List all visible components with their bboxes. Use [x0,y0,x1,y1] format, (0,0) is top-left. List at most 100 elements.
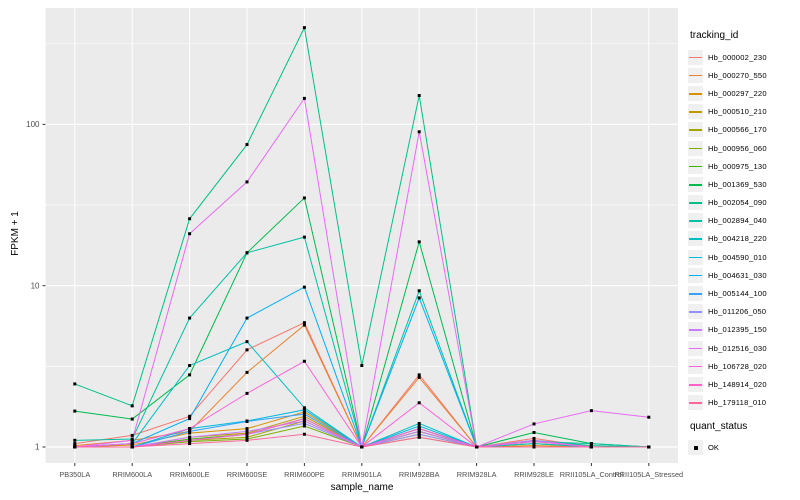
legend-line-swatch [689,129,702,131]
data-point [188,429,192,433]
x-tick-label: RRIM600PE [284,470,325,479]
data-point [188,217,192,221]
legend-line-swatch [689,329,702,331]
data-point [188,364,192,368]
x-tick-label: RRIM600LE [170,470,210,479]
legend-item-label: Hb_012395_150 [708,325,767,335]
legend-item-Hb_004631_030: Hb_004631_030 [688,266,800,284]
x-tick-label: RRII105LA_Stressed [615,470,684,479]
legend-key-box [688,267,703,283]
legend-item-label: Hb_148914_020 [708,379,767,389]
legend-line-swatch [689,183,702,186]
data-point [360,364,364,368]
data-point [417,240,421,244]
x-tick-label: RRII105LA_Control [560,470,624,479]
data-point [475,445,479,449]
legend-key-box [688,195,703,211]
legend-item-Hb_000510_210: Hb_000510_210 [688,103,800,121]
data-point [188,316,192,320]
legend-items: Hb_000002_230 Hb_000270_550 Hb_000297_220 H… [688,48,800,412]
legend-line-swatch [689,111,702,113]
data-point [302,96,306,100]
legend-key-box [688,49,703,65]
legend-line-swatch [689,402,702,404]
legend-item-Hb_004218_220: Hb_004218_220 [688,230,800,248]
legend-item-Hb_000297_220: Hb_000297_220 [688,84,800,102]
legend-key-box [688,322,703,338]
data-point [245,438,249,442]
data-point [130,442,134,446]
data-point [188,414,192,418]
data-point [245,427,249,431]
legend-line-swatch [689,165,702,168]
legend-item-label: Hb_179118_010 [708,398,767,408]
legend-item-Hb_001369_530: Hb_001369_530 [688,175,800,193]
data-point [245,391,249,395]
legend-item-Hb_011206_050: Hb_011206_050 [688,303,800,321]
legend-line-swatch [689,220,702,222]
data-point [245,419,249,423]
data-point [647,445,651,449]
black-square-point-icon [693,445,698,450]
legend-item-Hb_000002_230: Hb_000002_230 [688,48,800,66]
legend-quant-label: OK [708,443,719,453]
legend-key-box [688,358,703,374]
data-point [302,408,306,412]
data-point [130,417,134,421]
data-point [532,422,536,426]
legend-item-Hb_000956_060: Hb_000956_060 [688,139,800,157]
data-point [417,424,421,428]
data-point [417,427,421,431]
y-tick-label: 1 [35,443,40,452]
legend-line-swatch [689,274,702,277]
data-point [417,401,421,405]
legend-key-box [688,286,703,302]
legend-item-Hb_005144_100: Hb_005144_100 [688,284,800,302]
data-point [417,421,421,425]
data-point [589,445,593,449]
data-point [130,433,134,437]
x-tick-label: RRIM928BA [399,470,440,479]
legend-line-swatch [689,256,702,259]
legend-item-label: Hb_000270_550 [708,70,767,80]
data-point [188,417,192,421]
x-tick-label: RRIM901LA [342,470,382,479]
data-point [417,435,421,439]
data-point [302,285,306,289]
legend-quant-item: OK [688,439,800,457]
data-point [245,143,249,147]
legend-line-swatch [689,347,702,350]
legend: tracking_id Hb_000002_230 Hb_000270_550 Hb… [688,30,800,457]
data-point [302,321,306,325]
legend-key-box [688,231,703,247]
data-point [245,370,249,374]
data-point [417,432,421,436]
data-point [245,432,249,436]
legend-key-box [688,304,703,320]
legend-item-label: Hb_004218_220 [708,234,767,244]
legend-item-label: Hb_000566_170 [708,125,767,135]
data-point [302,424,306,428]
legend-line-swatch [689,383,702,386]
data-point [302,406,306,410]
legend-item-label: Hb_001369_530 [708,179,767,189]
data-point [73,438,77,442]
legend-line-swatch [689,311,702,313]
data-point [188,442,192,446]
data-point [417,289,421,293]
data-point [73,409,77,413]
data-point [245,340,249,344]
data-point [302,421,306,425]
data-point [302,419,306,423]
data-point [130,438,134,442]
legend-key-box [688,340,703,356]
data-point [417,373,421,377]
legend-item-label: Hb_012516_030 [708,343,767,353]
legend-item-Hb_179118_010: Hb_179118_010 [688,394,800,412]
legend-item-Hb_002894_040: Hb_002894_040 [688,212,800,230]
data-point [188,438,192,442]
data-point [130,445,134,449]
y-axis-title: FPKM + 1 [10,211,21,256]
legend-key-box [688,213,703,229]
